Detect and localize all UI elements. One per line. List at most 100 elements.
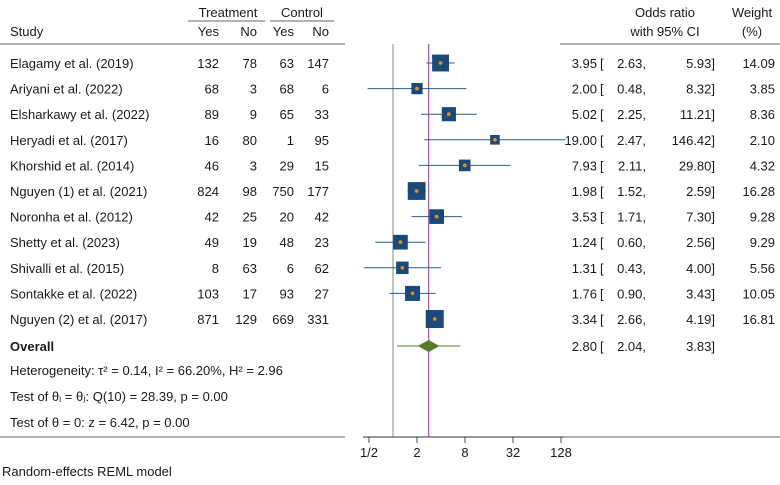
table-header: Treatment Control Study Yes No Yes No Od…: [10, 5, 772, 39]
study-name: Nguyen (1) et al. (2021): [10, 184, 147, 199]
overall-label: Overall: [10, 339, 54, 354]
odds-ratio: 1.24: [572, 235, 597, 250]
ci-bracket: [: [600, 261, 604, 276]
treatment-yes: 16: [205, 133, 219, 148]
point-estimate: [432, 317, 437, 321]
header-control-yes: Yes: [273, 24, 295, 39]
header-study: Study: [10, 24, 44, 39]
treatment-yes: 68: [205, 82, 219, 97]
ci-lower: 0.90,: [617, 286, 646, 301]
study-name: Ariyani et al. (2022): [10, 82, 123, 97]
point-estimate: [446, 112, 451, 117]
treatment-no: 3: [250, 158, 257, 173]
treatment-yes: 871: [197, 312, 219, 327]
header-weight-line1: Weight: [732, 5, 773, 20]
control-no: 23: [315, 235, 329, 250]
odds-ratio: 1.76: [572, 286, 597, 301]
treatment-no: 19: [243, 235, 257, 250]
ci-bracket: [: [600, 235, 604, 250]
model-note: Random-effects REML model: [2, 464, 172, 479]
header-treatment: Treatment: [199, 5, 258, 20]
treatment-no: 63: [243, 261, 257, 276]
control-yes: 6: [287, 261, 294, 276]
point-estimate: [398, 240, 403, 245]
x-tick-label: 32: [506, 445, 520, 460]
header-treatment-no: No: [240, 24, 257, 39]
treatment-yes: 824: [197, 184, 219, 199]
control-no: 33: [315, 107, 329, 122]
control-yes: 48: [280, 235, 294, 250]
weight: 9.29: [750, 235, 775, 250]
point-estimate: [414, 189, 419, 193]
test-theta-0-text: Test of θ = 0: z = 6.42, p = 0.00: [10, 415, 190, 430]
odds-ratio: 1.98: [572, 184, 597, 199]
overall-diamond: [417, 340, 440, 352]
point-estimate: [438, 61, 443, 65]
weight: 8.36: [750, 107, 775, 122]
point-estimate: [400, 265, 405, 270]
treatment-yes: 103: [197, 286, 219, 301]
ci-lower: 2.25,: [617, 107, 646, 122]
weight: 4.32: [750, 158, 775, 173]
treatment-yes: 49: [205, 235, 219, 250]
treatment-no: 78: [243, 56, 257, 71]
treatment-yes: 46: [205, 158, 219, 173]
treatment-no: 17: [243, 286, 257, 301]
study-name: Khorshid et al. (2014): [10, 158, 134, 173]
weight: 14.09: [742, 56, 775, 71]
weight: 9.28: [750, 210, 775, 225]
ci-bracket: [: [600, 184, 604, 199]
weight: 16.28: [742, 184, 775, 199]
control-no: 177: [307, 184, 329, 199]
ci-lower: 2.66,: [617, 312, 646, 327]
control-yes: 68: [280, 82, 294, 97]
weight: 10.05: [742, 286, 775, 301]
treatment-no: 98: [243, 184, 257, 199]
control-no: 147: [307, 56, 329, 71]
control-no: 42: [315, 210, 329, 225]
header-treatment-yes: Yes: [198, 24, 220, 39]
control-yes: 669: [272, 312, 294, 327]
ci-bracket: [: [600, 210, 604, 225]
control-yes: 63: [280, 56, 294, 71]
point-estimate: [415, 86, 419, 91]
ci-upper: 4.19]: [686, 312, 715, 327]
study-rows: Elagamy et al. (2019) 132 78 63 147 3.95[2.63…: [10, 56, 775, 327]
odds-ratio: 5.02: [572, 107, 597, 122]
odds-ratio: 1.31: [572, 261, 597, 276]
treatment-yes: 8: [212, 261, 219, 276]
ci-lower: 2.11,: [618, 158, 646, 173]
plot-marks: [363, 44, 566, 437]
overall-ci-hi: 3.83]: [686, 339, 715, 354]
header-control: Control: [281, 5, 323, 20]
heterogeneity-text: Heterogeneity: τ² = 0.14, I² = 66.20%, H…: [10, 363, 283, 378]
test-theta-i-text: Test of θᵢ = θⱼ: Q(10) = 28.39, p = 0.00: [10, 389, 228, 404]
overall-ci-lo: 2.04,: [617, 339, 646, 354]
odds-ratio: 2.00: [572, 82, 597, 97]
control-no: 27: [315, 286, 329, 301]
control-no: 15: [315, 158, 329, 173]
ci-upper: 4.00]: [686, 261, 715, 276]
study-name: Elagamy et al. (2019): [10, 56, 134, 71]
overall-or: 2.80: [572, 339, 597, 354]
weight: 5.56: [750, 261, 775, 276]
x-tick-label: 1/2: [360, 445, 378, 460]
control-yes: 750: [272, 184, 294, 199]
overall-row: Overall 2.80 [ 2.04, 3.83]: [10, 339, 715, 354]
ci-upper: 29.80]: [679, 158, 715, 173]
odds-ratio: 3.34: [572, 312, 597, 327]
header-weight-line2: (%): [742, 24, 762, 39]
control-no: 62: [315, 261, 329, 276]
ci-bracket: [: [600, 82, 604, 97]
ci-bracket: [: [600, 286, 604, 301]
odds-ratio: 3.95: [572, 56, 597, 71]
ci-upper: 146.42]: [672, 133, 715, 148]
x-tick-label: 128: [550, 445, 572, 460]
ci-lower: 1.71,: [617, 210, 646, 225]
control-no: 331: [307, 312, 329, 327]
ci-upper: 5.93]: [686, 56, 715, 71]
ci-bracket: [: [600, 107, 604, 122]
ci-lower: 2.47,: [617, 133, 646, 148]
study-name: Noronha et al. (2012): [10, 210, 133, 225]
